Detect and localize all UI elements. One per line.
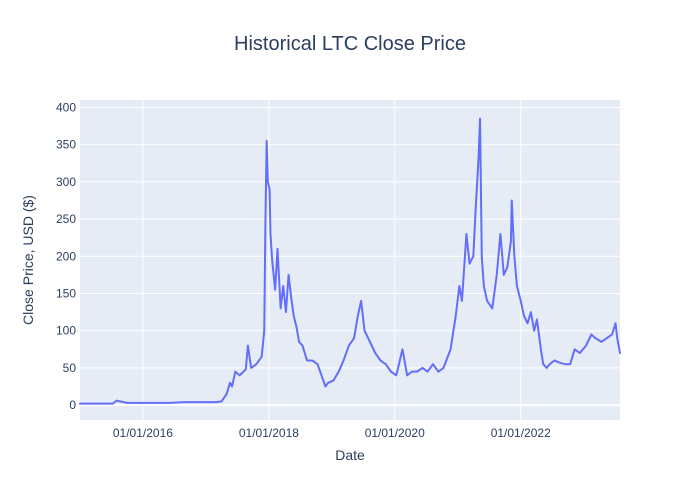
y-tick-label: 0: [69, 398, 76, 412]
chart-title: Historical LTC Close Price: [234, 33, 466, 55]
price-line-series-0: [79, 117, 621, 405]
x-tick-label: 01/01/2016: [113, 426, 173, 440]
x-tick-label: 01/01/2020: [365, 426, 425, 440]
y-tick-label: 250: [56, 212, 76, 226]
x-tick-label: 01/01/2022: [491, 426, 551, 440]
y-tick-label: 50: [63, 361, 77, 375]
x-axis-title: Date: [335, 447, 365, 463]
y-tick-label: 350: [56, 138, 76, 152]
series-layer: [79, 117, 621, 405]
x-tick-label: 01/01/2018: [239, 426, 299, 440]
plot-area: [80, 100, 620, 420]
x-axis-ticks: 01/01/2016 01/01/2018 01/01/2020 01/01/2022: [113, 426, 551, 440]
y-axis-title: Close Price, USD ($): [20, 195, 36, 325]
y-tick-label: 300: [56, 175, 76, 189]
gridlines: [80, 100, 620, 420]
y-tick-label: 150: [56, 286, 76, 300]
y-tick-label: 200: [56, 249, 76, 263]
y-tick-label: 400: [56, 100, 76, 114]
y-axis-ticks: 0 50 100 150 200 250 300 350 400: [56, 100, 76, 412]
y-tick-label: 100: [56, 324, 76, 338]
